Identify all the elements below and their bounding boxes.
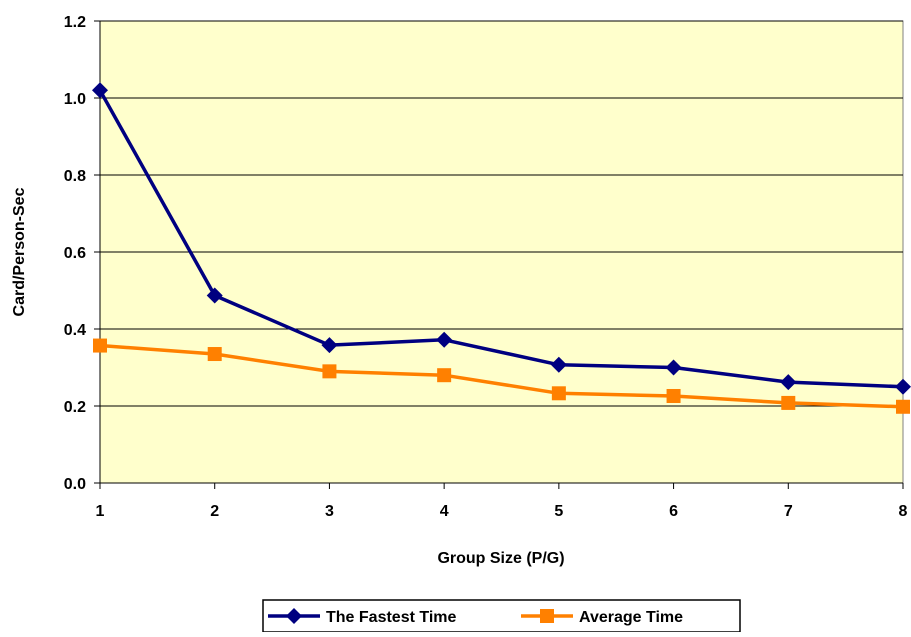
data-point-diamond: [206, 287, 223, 304]
grid-lines: [100, 20, 903, 407]
series-lines: [92, 82, 911, 414]
y-tick-label: 0.0: [64, 476, 86, 493]
data-point-square: [551, 386, 566, 401]
series-line: [99, 343, 904, 409]
legend: The Fastest Time Average Time: [262, 599, 741, 633]
x-tick-label: 1: [96, 503, 105, 520]
data-point-square: [540, 609, 554, 623]
x-tick-label: 3: [325, 503, 334, 520]
x-axis-title: Group Size (P/G): [437, 550, 564, 567]
x-tick-label: 4: [440, 503, 449, 520]
x-tick-label: 2: [210, 503, 219, 520]
data-point-diamond: [665, 359, 682, 376]
legend-item: Average Time: [521, 609, 683, 626]
legend-label: The Fastest Time: [326, 609, 457, 626]
data-point-square: [781, 395, 796, 410]
x-tick-label: 8: [899, 503, 908, 520]
data-point-diamond: [550, 356, 567, 373]
y-tick-label: 0.8: [64, 168, 86, 185]
series-line: [98, 89, 904, 389]
data-point-square: [93, 338, 107, 353]
data-point-square: [322, 364, 337, 379]
y-tick-label: 0.6: [64, 245, 86, 262]
data-point-square: [666, 388, 681, 403]
legend-item: The Fastest Time: [268, 608, 457, 626]
x-tick-label: 6: [669, 503, 678, 520]
y-tick-label: 0.2: [64, 399, 86, 416]
data-point-diamond: [436, 331, 453, 348]
data-point-diamond: [780, 374, 797, 391]
series-group: [92, 82, 911, 395]
y-tick-label: 1.0: [64, 91, 86, 108]
data-point-diamond: [895, 378, 911, 395]
data-point-diamond: [92, 82, 108, 99]
y-axis-title: Card/Person-Sec: [11, 187, 28, 316]
y-tick-label: 0.4: [64, 322, 86, 339]
data-point-square: [896, 399, 910, 414]
data-point-square: [207, 347, 222, 362]
x-tick-label: 5: [554, 503, 563, 520]
y-tick-label: 1.2: [64, 14, 86, 31]
series-group: [93, 338, 910, 414]
tick-labels: 0.0 0.2 0.4 0.6 0.8 1.0 1.2 1 2 3 4 5 6 7 8: [64, 14, 908, 520]
legend-label: Average Time: [579, 609, 683, 626]
data-point-diamond: [286, 608, 302, 624]
x-tick-label: 7: [784, 503, 793, 520]
data-point-square: [437, 368, 452, 383]
data-point-diamond: [321, 337, 338, 354]
